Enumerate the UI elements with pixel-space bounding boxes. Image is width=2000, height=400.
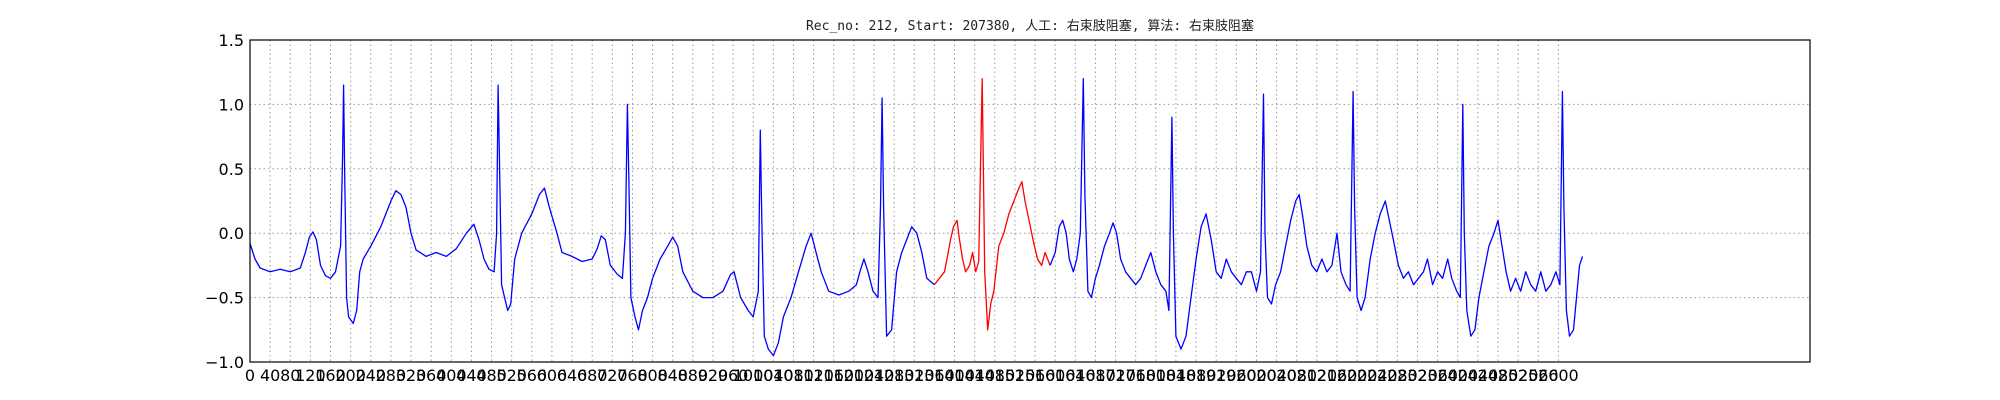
x-tick-label: 2160 — [1317, 366, 1358, 385]
x-tick-label: 2120 — [1296, 366, 1337, 385]
x-tick-label: 1600 — [1035, 366, 1076, 385]
x-tick-label: 2480 — [1478, 366, 1519, 385]
x-tick-label: 1400 — [934, 366, 975, 385]
x-tick-label: 1080 — [773, 366, 814, 385]
x-tick-label: 2040 — [1256, 366, 1297, 385]
series-line-0 — [249, 84, 935, 357]
x-tick-label: 1120 — [793, 366, 834, 385]
x-tick-label: 640 — [557, 366, 588, 385]
x-tick-label: 800 — [637, 366, 668, 385]
x-tick-label: 1440 — [954, 366, 995, 385]
x-tick-label: 2560 — [1518, 366, 1559, 385]
x-tick-label: 1240 — [854, 366, 895, 385]
x-axis-ticks: 0 40 8012016020024028032036040044048052056… — [245, 366, 1579, 385]
x-tick-label: 960 — [718, 366, 749, 385]
x-tick-label: 1280 — [874, 366, 915, 385]
series-line-1 — [933, 77, 1051, 331]
x-tick-label: 40 — [260, 366, 280, 385]
x-tick-label: 1520 — [995, 366, 1036, 385]
x-tick-label: 240 — [356, 366, 387, 385]
y-tick-label: 0.0 — [219, 224, 244, 243]
x-tick-label: 320 — [396, 366, 427, 385]
x-tick-label: 2440 — [1458, 366, 1499, 385]
x-tick-label: 280 — [376, 366, 407, 385]
x-tick-label: 440 — [456, 366, 487, 385]
x-tick-label: 160 — [315, 366, 346, 385]
y-tick-label: −1.0 — [205, 353, 244, 372]
x-tick-label: 2080 — [1276, 366, 1317, 385]
x-tick-label: 1040 — [753, 366, 794, 385]
x-tick-label: 2320 — [1397, 366, 1438, 385]
x-tick-label: 120 — [295, 366, 326, 385]
x-tick-label: 1840 — [1156, 366, 1197, 385]
x-tick-label: 480 — [476, 366, 507, 385]
x-tick-label: 1680 — [1075, 366, 1116, 385]
x-tick-label: 560 — [517, 366, 548, 385]
x-tick-label: 200 — [335, 366, 366, 385]
x-tick-label: 360 — [416, 366, 447, 385]
x-tick-label: 2280 — [1377, 366, 1418, 385]
chart-title: Rec_no: 212, Start: 207380, 人工: 右束肢阻塞, 算… — [806, 18, 1254, 34]
x-tick-label: 2400 — [1437, 366, 1478, 385]
y-axis-ticks: −1.0 −0.5 0.0 0.5 1.0 1.5 — [205, 31, 244, 372]
x-tick-label: 1920 — [1196, 366, 1237, 385]
x-tick-label: 1200 — [834, 366, 875, 385]
x-tick-label: 2600 — [1538, 366, 1579, 385]
x-tick-label: 80 — [280, 366, 300, 385]
x-tick-label: 2240 — [1357, 366, 1398, 385]
x-tick-label: 2360 — [1417, 366, 1458, 385]
x-tick-label: 840 — [657, 366, 688, 385]
x-tick-label: 2000 — [1236, 366, 1277, 385]
x-tick-label: 920 — [698, 366, 729, 385]
plot-frame — [249, 39, 1811, 363]
x-tick-label: 1800 — [1135, 366, 1176, 385]
series-line-2 — [1049, 77, 1584, 350]
x-tick-label: 680 — [577, 366, 608, 385]
x-tick-label: 2200 — [1337, 366, 1378, 385]
x-tick-label: 1560 — [1015, 366, 1056, 385]
y-tick-label: 0.5 — [219, 160, 244, 179]
x-tick-label: 1960 — [1216, 366, 1257, 385]
x-tick-label: 1720 — [1095, 366, 1136, 385]
x-tick-label: 760 — [617, 366, 648, 385]
x-tick-label: 1640 — [1055, 366, 1096, 385]
x-tick-label: 1760 — [1115, 366, 1156, 385]
y-tick-label: 1.0 — [219, 95, 244, 114]
x-tick-label: 1360 — [914, 366, 955, 385]
x-tick-label: 520 — [496, 366, 527, 385]
x-tick-label: 2520 — [1498, 366, 1539, 385]
x-tick-label: 1880 — [1176, 366, 1217, 385]
y-tick-label: 1.5 — [219, 31, 244, 50]
x-tick-label: 1320 — [894, 366, 935, 385]
x-tick-label: 0 — [245, 366, 255, 385]
y-tick-label: −0.5 — [205, 289, 244, 308]
grid-lines — [250, 40, 1810, 362]
x-tick-label: 880 — [678, 366, 709, 385]
x-tick-label: 1000 — [733, 366, 774, 385]
x-tick-label: 1160 — [813, 366, 854, 385]
x-tick-label: 720 — [597, 366, 628, 385]
x-tick-label: 1480 — [974, 366, 1015, 385]
ecg-series — [249, 77, 1584, 357]
x-tick-label: 600 — [537, 366, 568, 385]
x-tick-label: 400 — [436, 366, 467, 385]
